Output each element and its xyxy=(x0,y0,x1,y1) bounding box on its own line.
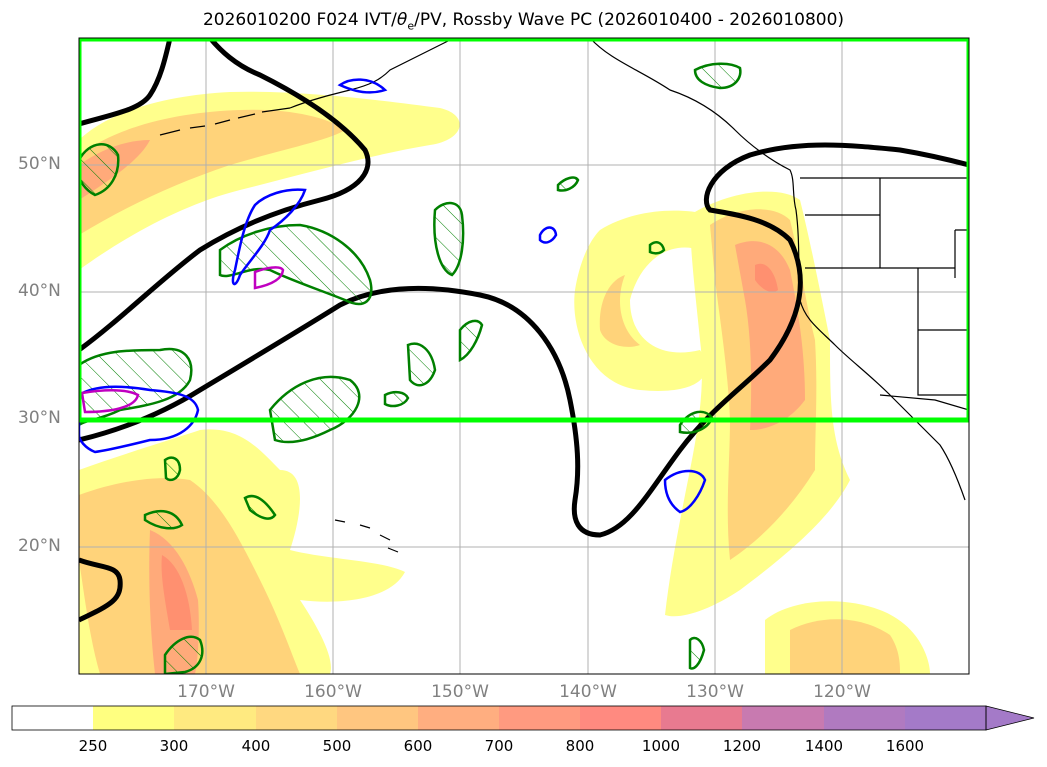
map-title: 2026010200 F024 IVT/θe/PV, Rossby Wave P… xyxy=(0,10,1047,32)
ivt-spiral-mid xyxy=(599,275,640,347)
title-theta-sub: e xyxy=(407,19,415,33)
ivt-coast-band-high xyxy=(735,241,805,430)
colorbar-cell xyxy=(12,706,93,730)
state-borders xyxy=(805,178,969,396)
pc-green-17 xyxy=(648,241,666,255)
ivt-coast-band-peak xyxy=(755,263,778,292)
colorbar-extend-arrow xyxy=(985,705,1035,731)
pc-green-6 xyxy=(79,143,120,197)
pc-green-9 xyxy=(693,62,742,90)
ivt-southeast-mid xyxy=(790,619,900,674)
colorbar-cell xyxy=(661,706,742,730)
colorbar-cell xyxy=(418,706,499,730)
pc-green-7 xyxy=(143,509,184,530)
pc-green-4 xyxy=(406,342,437,387)
lon-label-160w: 160°W xyxy=(304,682,362,702)
aleutian-islands xyxy=(159,107,291,136)
lat-label-20: 20°N xyxy=(18,536,61,556)
colorbar-tick-label: 800 xyxy=(565,737,595,755)
ivt-southwest-peak xyxy=(161,555,192,630)
coastlines xyxy=(159,38,969,553)
colorbar-tick-label: 600 xyxy=(403,737,433,755)
colorbar-cell xyxy=(93,706,174,730)
lon-label-130w: 130°W xyxy=(686,682,744,702)
pc-green-15 xyxy=(383,390,410,408)
colorbar-cell xyxy=(499,706,580,730)
rossby-contour-south xyxy=(79,557,123,623)
pc-green-2 xyxy=(433,201,465,277)
lat-label-40: 40°N xyxy=(18,281,61,301)
pc-green-10 xyxy=(556,176,580,192)
lon-label-140w: 140°W xyxy=(559,682,617,702)
highlight-box xyxy=(79,38,969,423)
magenta-2 xyxy=(80,389,140,414)
colorbar-cell xyxy=(824,706,905,730)
pc-green-3 xyxy=(268,375,361,444)
lat-label-30: 30°N xyxy=(18,408,61,428)
colorbar-cell xyxy=(742,706,824,730)
colorbar-cell xyxy=(580,706,661,730)
colorbar-cells xyxy=(12,706,986,730)
pc-green-16 xyxy=(688,636,706,670)
alaska-coast xyxy=(289,39,451,109)
pc-green-14 xyxy=(163,456,182,482)
magenta-1 xyxy=(253,266,285,290)
pc-blue-4 xyxy=(663,469,707,514)
rossby-contour-north xyxy=(79,38,173,127)
colorbar-tick-label: 500 xyxy=(322,737,352,755)
map-frame xyxy=(78,37,970,675)
hawaii-islands xyxy=(334,519,399,553)
north-america-coast xyxy=(589,38,966,501)
title-theta: θ xyxy=(396,10,408,30)
colorbar-tick-label: 1600 xyxy=(885,737,925,755)
rossby-contour-upper xyxy=(79,38,371,353)
colorbar-tick-label: 250 xyxy=(78,737,108,755)
lat-label-50: 50°N xyxy=(18,154,61,174)
colorbar-tick-label: 1400 xyxy=(804,737,844,755)
pc-green-8 xyxy=(163,635,204,674)
pc-blue-2 xyxy=(79,385,200,454)
colorbar-tick-label: 1000 xyxy=(641,737,681,755)
colorbar-tick-label: 400 xyxy=(241,737,271,755)
negative-pc-contours xyxy=(79,78,707,514)
colorbar-cell xyxy=(256,706,337,730)
ivt-spiral xyxy=(574,210,748,391)
lon-label-150w: 150°W xyxy=(431,682,489,702)
lon-label-170w: 170°W xyxy=(177,682,235,702)
title-main: 2026010200 F024 IVT/ xyxy=(202,10,397,30)
lon-label-120w: 120°W xyxy=(813,682,871,702)
rossby-contour-main xyxy=(79,142,969,538)
magenta-contours xyxy=(80,266,285,414)
colorbar xyxy=(11,705,1035,731)
rossby-wave-contours xyxy=(79,38,969,623)
pc-green-13 xyxy=(458,319,484,363)
pc-blue-1 xyxy=(231,188,307,286)
colorbar-cell xyxy=(174,706,256,730)
colorbar-cell xyxy=(905,706,986,730)
pc-blue-5 xyxy=(538,226,558,244)
colorbar-tick-label: 700 xyxy=(484,737,514,755)
colorbar-tick-label: 300 xyxy=(159,737,189,755)
map-area xyxy=(79,38,969,674)
ivt-shading xyxy=(79,91,930,674)
pc-blue-3 xyxy=(337,78,388,94)
pc-green-11 xyxy=(243,494,277,520)
colorbar-cell xyxy=(337,706,418,730)
colorbar-tick-label: 1200 xyxy=(722,737,762,755)
mexico-border xyxy=(879,394,969,411)
colorbar-frame xyxy=(11,705,987,731)
title-rest: /PV, Rossby Wave PC (2026010400 - 202601… xyxy=(414,10,845,30)
